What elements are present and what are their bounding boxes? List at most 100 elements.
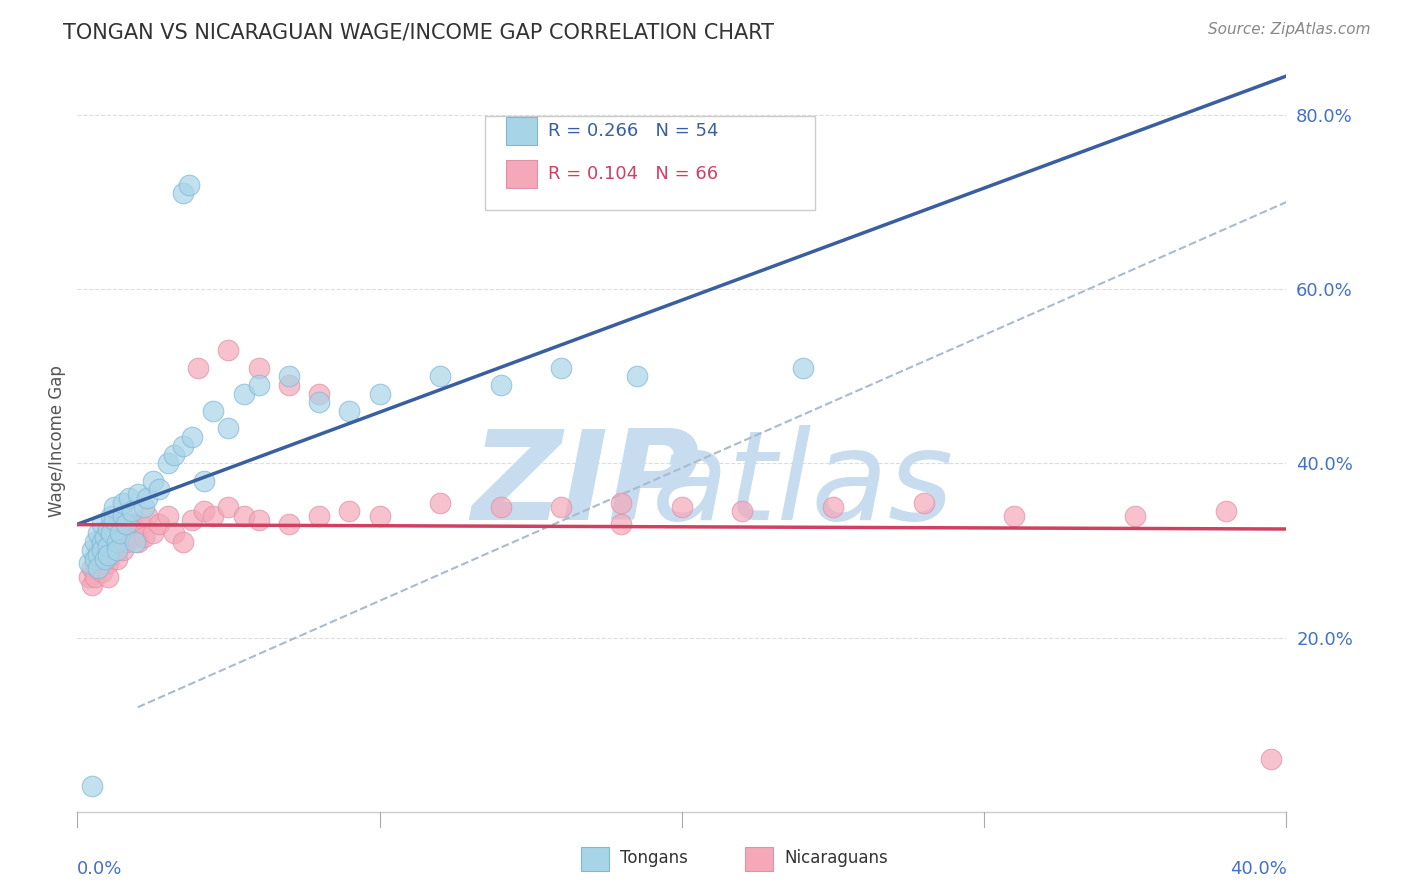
Point bbox=[429, 495, 451, 509]
Point bbox=[172, 534, 194, 549]
Point bbox=[105, 534, 128, 549]
Point bbox=[193, 504, 215, 518]
Point bbox=[79, 557, 101, 571]
Point bbox=[135, 508, 157, 523]
Text: ZIP: ZIP bbox=[471, 425, 700, 547]
Point bbox=[121, 517, 143, 532]
Text: atlas: atlas bbox=[652, 425, 953, 547]
Point bbox=[84, 534, 107, 549]
Point bbox=[96, 548, 118, 562]
Point bbox=[87, 552, 110, 566]
Point bbox=[135, 491, 157, 505]
Point bbox=[124, 530, 146, 544]
Point bbox=[1123, 508, 1146, 523]
Point bbox=[671, 500, 693, 514]
Point bbox=[90, 543, 112, 558]
Text: R = 0.266   N = 54: R = 0.266 N = 54 bbox=[548, 122, 718, 140]
Point bbox=[1004, 508, 1026, 523]
Point bbox=[429, 369, 451, 384]
Point bbox=[84, 552, 107, 566]
Point bbox=[82, 543, 104, 558]
Point bbox=[96, 569, 118, 583]
Point bbox=[308, 386, 330, 401]
Point bbox=[111, 522, 134, 536]
Point bbox=[103, 517, 125, 532]
Point bbox=[202, 404, 225, 418]
Point bbox=[87, 561, 110, 575]
Point bbox=[792, 360, 814, 375]
Point bbox=[278, 369, 301, 384]
Point bbox=[111, 495, 134, 509]
Point bbox=[100, 526, 122, 541]
Point bbox=[108, 530, 131, 544]
Point bbox=[118, 491, 141, 505]
Point bbox=[96, 539, 118, 553]
Point bbox=[103, 500, 125, 514]
Point bbox=[90, 565, 112, 579]
Text: Nicaraguans: Nicaraguans bbox=[785, 849, 889, 867]
Point bbox=[489, 500, 512, 514]
Point bbox=[87, 561, 110, 575]
Point bbox=[1260, 752, 1282, 766]
Point bbox=[218, 500, 240, 514]
Point bbox=[148, 517, 170, 532]
Point bbox=[142, 474, 165, 488]
Point bbox=[610, 517, 633, 532]
Point bbox=[114, 517, 136, 532]
Text: 40.0%: 40.0% bbox=[1230, 860, 1286, 878]
Point bbox=[163, 448, 186, 462]
Point bbox=[172, 439, 194, 453]
Point bbox=[247, 360, 270, 375]
Point bbox=[181, 513, 204, 527]
Point bbox=[90, 517, 112, 532]
Point bbox=[84, 569, 107, 583]
Point bbox=[132, 500, 155, 514]
Point bbox=[127, 487, 149, 501]
Point bbox=[93, 552, 115, 566]
Point bbox=[218, 421, 240, 435]
Point bbox=[132, 530, 155, 544]
Point bbox=[100, 526, 122, 541]
Point bbox=[247, 378, 270, 392]
Point bbox=[82, 779, 104, 793]
Point bbox=[181, 430, 204, 444]
Point bbox=[179, 178, 201, 192]
Point bbox=[82, 561, 104, 575]
Point bbox=[610, 495, 633, 509]
Point bbox=[121, 504, 143, 518]
Point bbox=[157, 508, 180, 523]
Point bbox=[247, 513, 270, 527]
Point bbox=[1215, 504, 1237, 518]
Point bbox=[157, 456, 180, 470]
Point bbox=[912, 495, 935, 509]
Point bbox=[90, 548, 112, 562]
Point bbox=[368, 386, 391, 401]
Point bbox=[124, 534, 146, 549]
Point bbox=[626, 369, 648, 384]
Point bbox=[96, 543, 118, 558]
Point bbox=[87, 543, 110, 558]
Point bbox=[108, 526, 131, 541]
Point bbox=[368, 508, 391, 523]
Point bbox=[337, 404, 360, 418]
Point bbox=[550, 360, 572, 375]
Point bbox=[114, 534, 136, 549]
Point bbox=[84, 552, 107, 566]
Point bbox=[202, 508, 225, 523]
Point bbox=[550, 500, 572, 514]
Point bbox=[90, 534, 112, 549]
Point bbox=[232, 508, 254, 523]
Point bbox=[142, 526, 165, 541]
Point bbox=[90, 534, 112, 549]
Point bbox=[111, 543, 134, 558]
Point bbox=[105, 539, 128, 553]
Point bbox=[96, 522, 118, 536]
Point bbox=[172, 186, 194, 201]
Point bbox=[278, 517, 301, 532]
Point bbox=[100, 508, 122, 523]
Point bbox=[218, 343, 240, 357]
Point bbox=[148, 483, 170, 497]
Point bbox=[232, 386, 254, 401]
Point bbox=[163, 526, 186, 541]
Point bbox=[93, 530, 115, 544]
